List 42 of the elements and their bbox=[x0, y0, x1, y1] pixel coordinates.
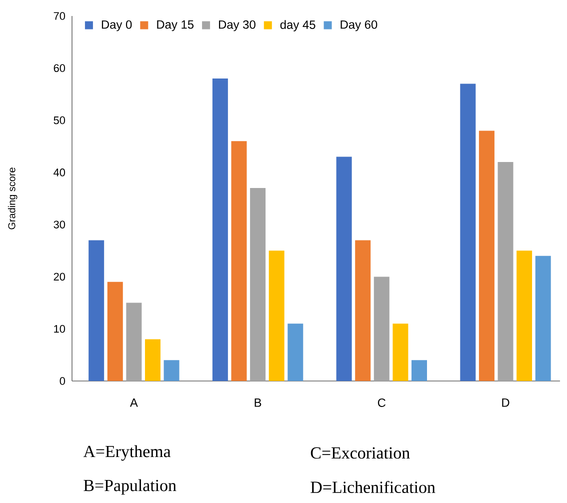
bar bbox=[250, 188, 266, 381]
bar bbox=[355, 240, 371, 381]
y-tick-label: 10 bbox=[54, 324, 66, 333]
bar bbox=[212, 78, 228, 381]
bar bbox=[144, 339, 160, 381]
y-tick-label: 70 bbox=[54, 12, 66, 20]
x-tick-label: D bbox=[502, 398, 510, 407]
y-tick-label: 40 bbox=[54, 168, 66, 176]
x-tick-label: B bbox=[254, 398, 262, 407]
bar bbox=[412, 360, 428, 381]
legend-label: Day 30 bbox=[219, 20, 256, 32]
text: C=Excoriation bbox=[310, 447, 410, 459]
text: B=Papulation bbox=[84, 479, 176, 495]
y-tick-label: 50 bbox=[54, 116, 66, 124]
bar bbox=[478, 130, 494, 381]
x-tick-label: C bbox=[378, 398, 386, 407]
bar bbox=[288, 324, 304, 381]
x-tick-label: A bbox=[130, 398, 138, 407]
bar bbox=[535, 256, 551, 381]
bar bbox=[498, 162, 514, 381]
legend-label: day 45 bbox=[280, 20, 316, 32]
y-axis-title: Grading score bbox=[8, 168, 18, 230]
bar bbox=[516, 250, 532, 381]
legend-label: Day 0 bbox=[102, 20, 132, 32]
bar bbox=[164, 360, 180, 381]
text: D=Lichenification bbox=[310, 480, 436, 494]
y-tick-label: 0 bbox=[60, 377, 66, 385]
bar bbox=[336, 156, 352, 381]
y-tick-label: 20 bbox=[54, 272, 66, 281]
bar bbox=[107, 282, 123, 381]
bar bbox=[460, 84, 476, 381]
bar bbox=[88, 240, 104, 381]
y-tick-label: 30 bbox=[54, 220, 66, 228]
legend-label: Day 15 bbox=[157, 20, 194, 32]
y-tick-label: 60 bbox=[54, 64, 66, 72]
bar bbox=[126, 302, 142, 381]
bar bbox=[392, 324, 408, 381]
legend-label: Day 60 bbox=[340, 20, 378, 32]
bar bbox=[268, 250, 284, 381]
bar bbox=[374, 276, 390, 381]
bar bbox=[231, 141, 247, 381]
text: A=Erythema bbox=[83, 445, 171, 461]
